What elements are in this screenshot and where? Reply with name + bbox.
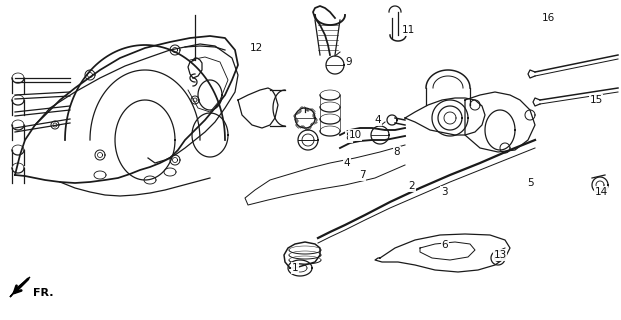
Polygon shape [10, 277, 30, 297]
Text: 4: 4 [374, 115, 381, 125]
Text: 10: 10 [348, 130, 361, 140]
Text: 8: 8 [346, 132, 352, 142]
Text: 2: 2 [409, 181, 415, 191]
Text: 3: 3 [441, 187, 447, 197]
Text: 11: 11 [401, 25, 415, 35]
Text: 15: 15 [589, 95, 602, 105]
Text: 4: 4 [343, 158, 350, 168]
Text: 12: 12 [250, 43, 263, 53]
Text: 14: 14 [594, 187, 607, 197]
Text: 9: 9 [346, 57, 352, 67]
Text: 16: 16 [542, 13, 555, 23]
Text: 13: 13 [493, 250, 507, 260]
Text: 6: 6 [442, 240, 448, 250]
Text: FR.: FR. [33, 288, 53, 298]
Text: 5: 5 [527, 178, 533, 188]
Text: 8: 8 [394, 147, 401, 157]
Text: 7: 7 [359, 170, 365, 180]
Text: 1: 1 [292, 263, 298, 273]
